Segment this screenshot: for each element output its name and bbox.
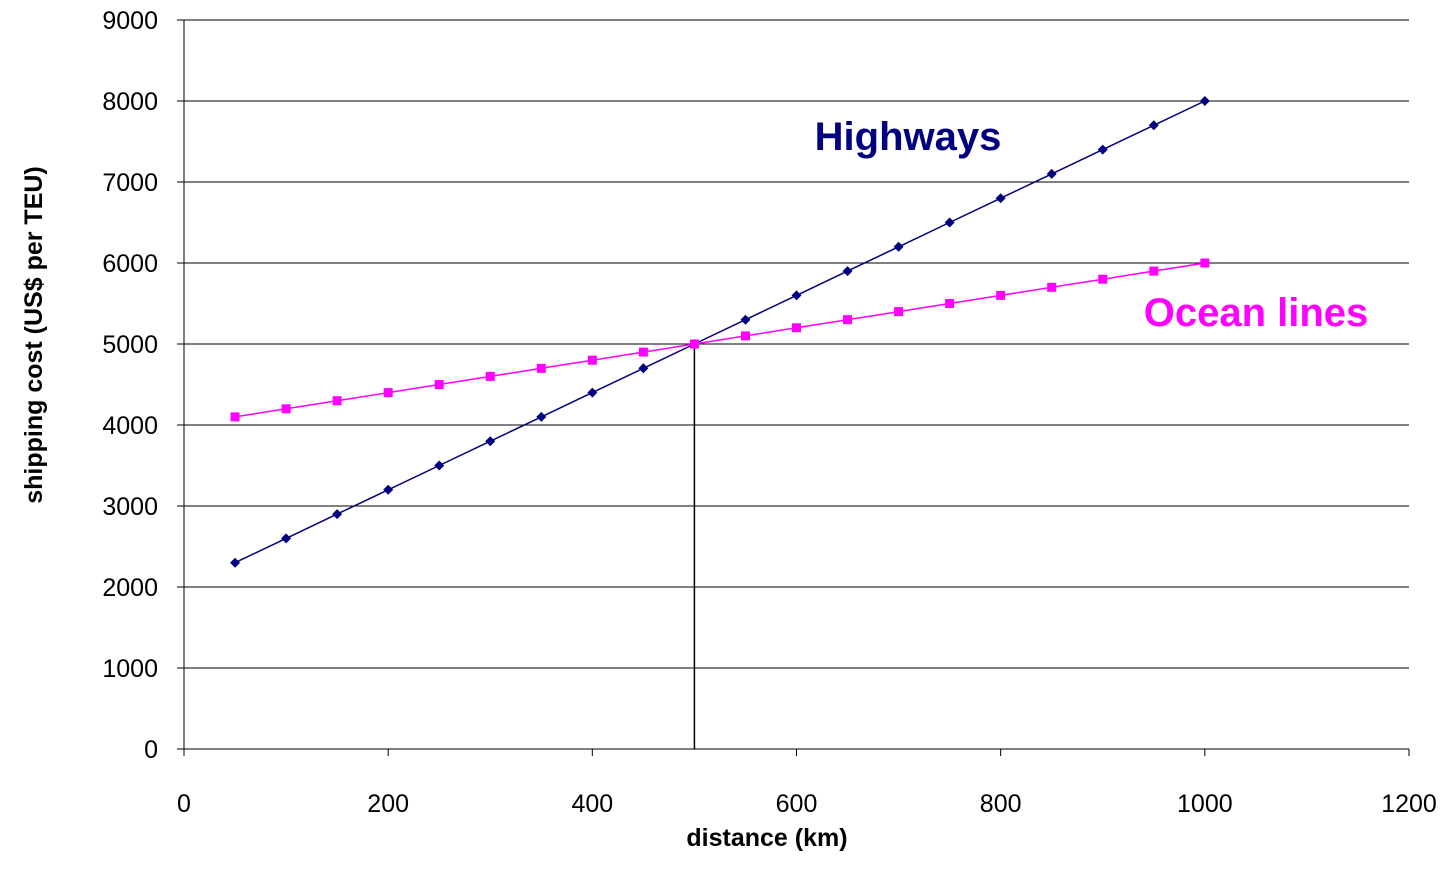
- point-highways-400: [587, 387, 598, 398]
- y-axis-title: shipping cost (US$ per TEU): [20, 166, 48, 504]
- point-ocean-lines-100: [281, 404, 291, 414]
- point-ocean-lines-50: [230, 412, 240, 422]
- series-group: [230, 96, 1210, 568]
- tick-label-x-400: 400: [571, 790, 613, 818]
- x-axis-title: distance (km): [686, 824, 847, 852]
- point-highways-600: [791, 290, 802, 301]
- tick-label-y-6000: 6000: [102, 250, 158, 278]
- point-ocean-lines-150: [332, 396, 342, 406]
- point-highways-1000: [1199, 96, 1210, 106]
- tick-label-y-3000: 3000: [102, 493, 158, 521]
- point-highways-850: [1046, 168, 1057, 179]
- point-highways-250: [434, 460, 445, 471]
- point-ocean-lines-300: [485, 371, 495, 381]
- series-label-ocean-lines: Ocean lines: [1144, 291, 1369, 335]
- tick-label-y-4000: 4000: [102, 412, 158, 440]
- point-ocean-lines-950: [1149, 266, 1159, 276]
- point-ocean-lines-350: [536, 363, 546, 373]
- point-highways-150: [332, 509, 343, 520]
- point-highways-700: [893, 241, 904, 252]
- point-ocean-lines-1000: [1200, 258, 1210, 268]
- tick-label-y-1000: 1000: [102, 655, 158, 683]
- tick-label-y-2000: 2000: [102, 574, 158, 602]
- point-ocean-lines-400: [587, 355, 597, 365]
- tick-label-y-5000: 5000: [102, 331, 158, 359]
- point-highways-200: [383, 484, 394, 495]
- point-ocean-lines-450: [638, 347, 648, 357]
- series-label-highways: Highways: [815, 115, 1002, 159]
- point-highways-50: [230, 557, 241, 568]
- point-ocean-lines-550: [740, 331, 750, 341]
- tick-label-y-8000: 8000: [102, 88, 158, 116]
- point-highways-650: [842, 266, 853, 277]
- point-highways-800: [995, 193, 1006, 204]
- tick-label-y-7000: 7000: [102, 169, 158, 197]
- point-ocean-lines-900: [1098, 274, 1108, 284]
- point-highways-550: [740, 314, 751, 325]
- point-ocean-lines-200: [383, 388, 393, 398]
- point-ocean-lines-500: [689, 339, 699, 349]
- point-highways-950: [1148, 120, 1159, 131]
- axes: 0 1000 2000 3000 4000 5000 6000 7000 8000 9000 0 20…: [102, 7, 1436, 818]
- labels-group: Highways Ocean lines: [815, 115, 1369, 335]
- point-ocean-lines-800: [996, 290, 1006, 300]
- point-highways-900: [1097, 144, 1108, 155]
- tick-label-y-0: 0: [144, 736, 158, 764]
- tick-label-x-800: 800: [980, 790, 1022, 818]
- point-ocean-lines-750: [945, 299, 955, 308]
- point-ocean-lines-250: [434, 380, 444, 389]
- tick-label-y-9000: 9000: [102, 7, 158, 35]
- series-line-ocean-lines: [234, 262, 1205, 418]
- point-highways-100: [281, 533, 292, 544]
- point-ocean-lines-600: [792, 323, 801, 333]
- tick-label-x-0: 0: [177, 790, 191, 818]
- tick-label-x-600: 600: [776, 790, 818, 818]
- series-line-highways: [234, 100, 1206, 564]
- tick-label-x-1000: 1000: [1177, 790, 1233, 818]
- point-ocean-lines-700: [894, 307, 904, 317]
- point-highways-300: [485, 436, 496, 447]
- point-highways-750: [944, 217, 955, 228]
- tick-label-x-200: 200: [367, 790, 409, 818]
- point-highways-350: [536, 411, 547, 422]
- point-ocean-lines-850: [1047, 282, 1057, 292]
- point-ocean-lines-650: [843, 315, 853, 325]
- tick-label-x-1200: 1200: [1381, 790, 1437, 818]
- gridlines: [184, 19, 1409, 669]
- point-highways-450: [638, 363, 649, 374]
